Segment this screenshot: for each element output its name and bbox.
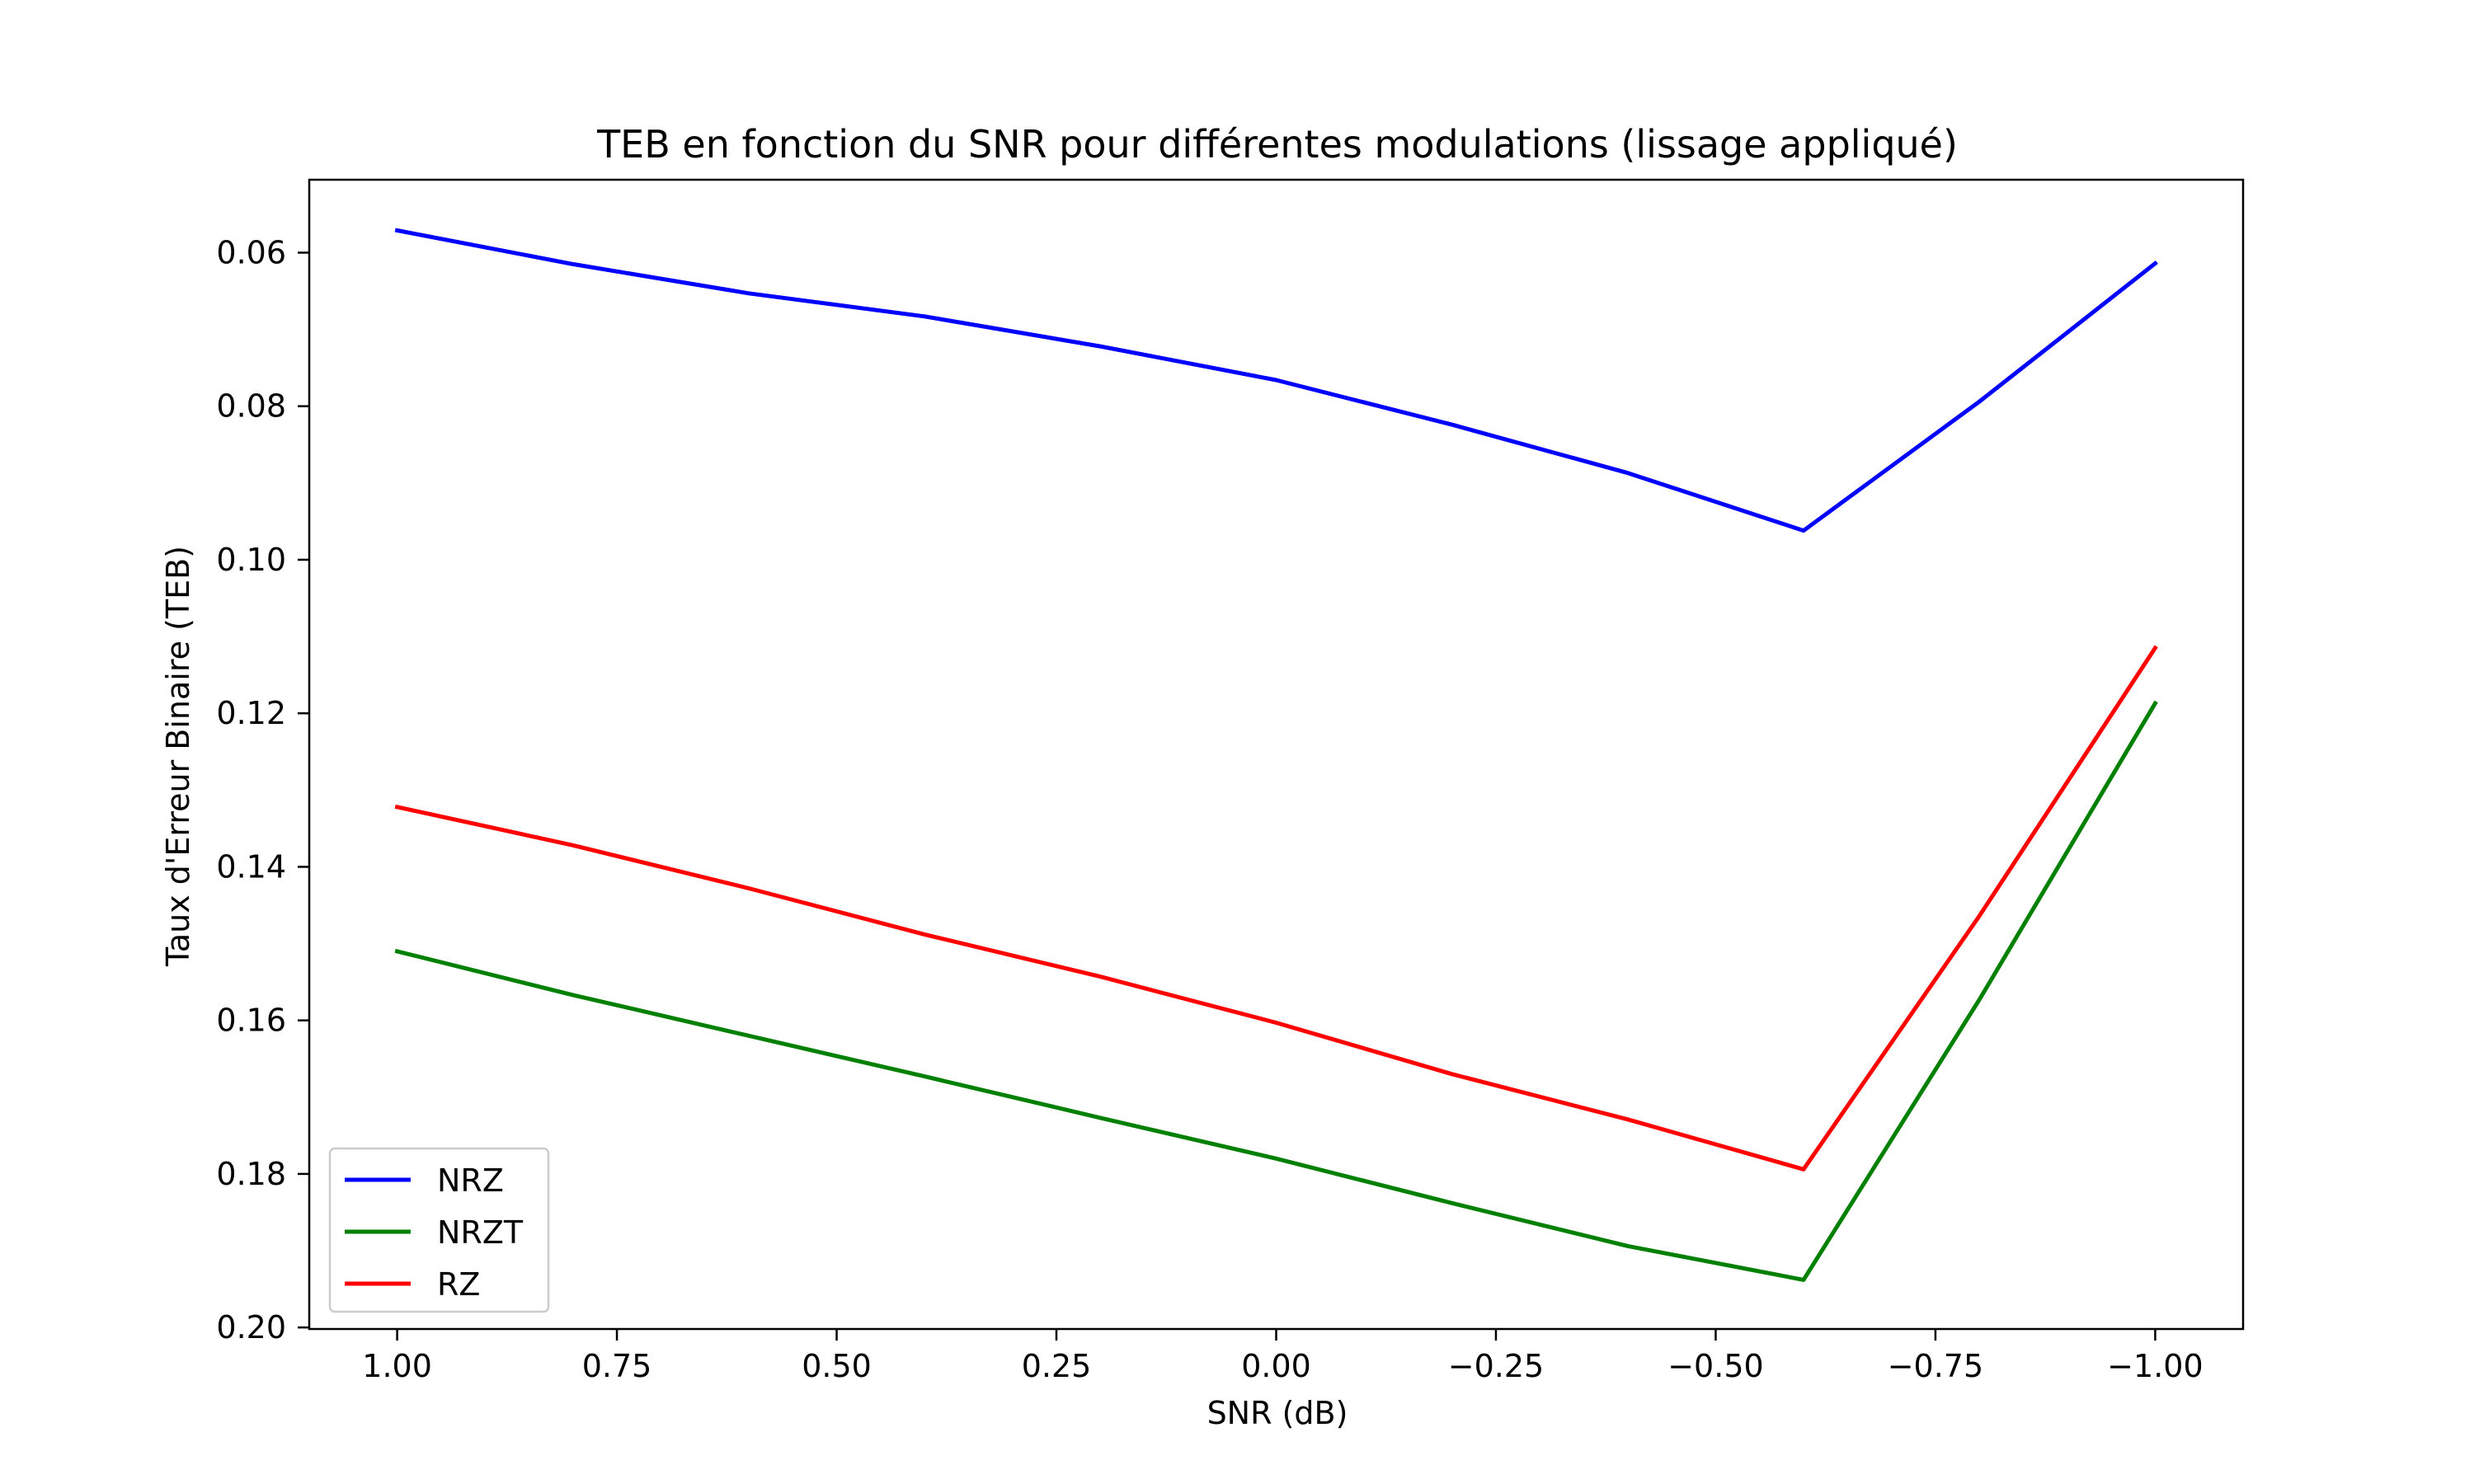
y-tick-label: 0.18 — [216, 1156, 286, 1192]
legend-label-nrzt: NRZT — [437, 1214, 524, 1251]
y-tick-label: 0.08 — [216, 388, 286, 425]
y-axis-title: Taux d'Erreur Binaire (TEB) — [160, 546, 196, 967]
y-tick-label: 0.20 — [216, 1309, 286, 1345]
y-tick-label: 0.06 — [216, 234, 286, 270]
x-tick-label: 0.25 — [1022, 1348, 1092, 1384]
x-tick-label: −0.75 — [1888, 1348, 1983, 1384]
series-line-rz — [394, 645, 2158, 1172]
x-tick-label: 0.75 — [582, 1348, 652, 1384]
y-tick-label: 0.14 — [216, 848, 286, 885]
series-line-nrz — [394, 228, 2158, 533]
x-tick-label: −1.00 — [2107, 1348, 2203, 1384]
legend-label-nrz: NRZ — [437, 1162, 504, 1199]
x-axis-title: SNR (dB) — [1207, 1395, 1348, 1431]
plot-area: 1.00 0.75 0.50 0.25 0.00 −0.25 −0.50 −0.75 −1.00… — [216, 178, 2245, 1384]
legend-label-rz: RZ — [437, 1266, 480, 1303]
x-tick-label: 0.50 — [802, 1348, 872, 1384]
y-tick-label: 0.16 — [216, 1003, 286, 1039]
y-tick-label: 0.12 — [216, 695, 286, 731]
y-tick-label: 0.10 — [216, 542, 286, 578]
x-tick-label: −0.25 — [1448, 1348, 1544, 1384]
legend: NRZ NRZT RZ — [328, 1147, 550, 1313]
chart-title: TEB en fonction du SNR pour différentes … — [596, 122, 1958, 167]
x-tick-label: 1.00 — [362, 1348, 432, 1384]
legend-box — [328, 1147, 550, 1313]
series-line-nrzt — [394, 700, 2158, 1282]
x-tick-label: 0.00 — [1241, 1348, 1311, 1384]
x-tick-label: −0.50 — [1667, 1348, 1763, 1384]
